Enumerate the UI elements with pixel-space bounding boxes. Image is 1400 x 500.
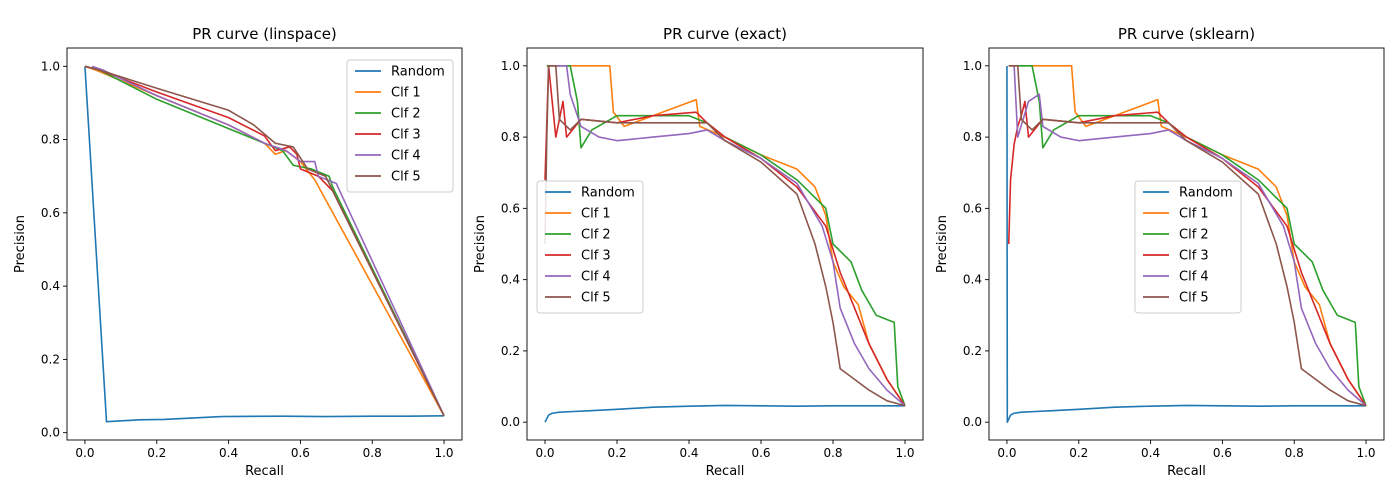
legend-entry: Clf 5 — [1179, 291, 1209, 306]
legend: Random Clf 1 Clf 2 Clf 3 Clf 4 Clf 5 — [346, 59, 454, 193]
chart-title: PR curve (exact) — [663, 25, 787, 43]
y-tick-label: 0.4 — [41, 279, 60, 293]
x-tick-label: 0.2 — [1069, 446, 1088, 460]
y-tick-label: 0.0 — [963, 415, 982, 429]
series-line-random — [84, 66, 445, 423]
plot-frame — [988, 47, 1385, 441]
series-line-random — [544, 404, 905, 423]
x-tick-label: 0.6 — [1213, 446, 1232, 460]
chart-panel-3: PR curve (sklearn) 0.0 0.2 0.4 0.6 0.8 1.0 0.0 0… — [935, 25, 1385, 479]
legend-entry: Random — [391, 65, 445, 80]
legend-box — [346, 59, 454, 193]
legend-entry: Clf 5 — [391, 170, 421, 185]
y-axis-label: Precision — [13, 215, 28, 273]
series-line-clf-3 — [1007, 100, 1367, 407]
x-tick-label: 1.0 — [1356, 446, 1375, 460]
y-tick-label: 0.4 — [501, 273, 520, 287]
chart-title: PR curve (sklearn) — [1118, 25, 1255, 43]
y-tick-label: 1.0 — [963, 59, 982, 73]
x-tick-label: 0.4 — [219, 446, 238, 460]
y-tick-label: 0.0 — [501, 415, 520, 429]
legend-entry: Clf 1 — [1179, 207, 1209, 222]
chart-panel-2: PR curve (exact) 0.0 0.2 0.4 0.6 0.8 1.0 0.0 0.2… — [473, 25, 924, 479]
series-line-clf-5 — [84, 65, 445, 417]
x-tick-label: 0.2 — [147, 446, 166, 460]
legend: Random Clf 1 Clf 2 Clf 3 Clf 4 Clf 5 — [1134, 180, 1242, 314]
x-tick-label: 0.8 — [363, 446, 382, 460]
legend-entry: Clf 3 — [581, 249, 611, 264]
series-line-clf-5 — [1008, 65, 1367, 407]
series-line-random — [1006, 65, 1367, 423]
series-line-clf-4 — [91, 65, 445, 417]
x-tick-label: 1.0 — [434, 446, 453, 460]
y-tick-label: 0.6 — [501, 201, 520, 215]
legend-entry: Clf 4 — [1179, 270, 1209, 285]
legend-entry: Clf 4 — [391, 149, 421, 164]
x-tick-label: 0.0 — [535, 446, 554, 460]
y-tick-label: 0.2 — [501, 344, 520, 358]
x-axis-label: Recall — [1167, 464, 1206, 479]
legend-entry: Clf 3 — [391, 128, 421, 143]
legend-entry: Clf 5 — [581, 291, 611, 306]
legend-entry: Clf 2 — [391, 107, 421, 122]
legend-entry: Clf 4 — [581, 270, 611, 285]
x-axis-label: Recall — [706, 464, 745, 479]
series-line-clf-4 — [1013, 65, 1367, 407]
y-tick-label: 0.6 — [963, 201, 982, 215]
x-tick-label: 0.0 — [997, 446, 1016, 460]
y-tick-label: 0.8 — [501, 130, 520, 144]
x-axis-label: Recall — [245, 464, 284, 479]
plot-frame — [66, 47, 463, 441]
x-tick-label: 0.6 — [291, 446, 310, 460]
legend-box — [536, 180, 644, 314]
legend-entry: Clf 2 — [1179, 228, 1209, 243]
legend-entry: Clf 3 — [1179, 249, 1209, 264]
y-tick-label: 0.0 — [41, 426, 60, 440]
y-tick-label: 1.0 — [501, 59, 520, 73]
y-axis-label: Precision — [473, 215, 488, 273]
plot-frame — [526, 47, 924, 441]
y-tick-label: 0.2 — [963, 344, 982, 358]
y-tick-label: 0.8 — [963, 130, 982, 144]
x-tick-label: 0.8 — [1285, 446, 1304, 460]
y-tick-label: 1.0 — [41, 59, 60, 73]
x-tick-label: 1.0 — [895, 446, 914, 460]
y-tick-label: 0.2 — [41, 352, 60, 366]
y-tick-label: 0.6 — [41, 206, 60, 220]
x-tick-label: 0.8 — [823, 446, 842, 460]
legend-entry: Clf 2 — [581, 228, 611, 243]
legend: Random Clf 1 Clf 2 Clf 3 Clf 4 Clf 5 — [536, 180, 644, 314]
legend-entry: Random — [581, 186, 635, 201]
series-line-clf-2 — [1008, 65, 1367, 407]
y-axis-label: Precision — [935, 215, 950, 273]
x-tick-label: 0.2 — [607, 446, 626, 460]
legend-box — [1134, 180, 1242, 314]
legend-entry: Random — [1179, 186, 1233, 201]
chart-panel-1: PR curve (linspace) 0.0 0.2 0.4 0.6 0.8 1.0 0.0… — [13, 25, 463, 479]
x-tick-label: 0.4 — [1141, 446, 1160, 460]
chart-title: PR curve (linspace) — [192, 25, 337, 43]
series-line-clf-5 — [544, 65, 906, 407]
x-tick-label: 0.0 — [75, 446, 94, 460]
legend-entry: Clf 1 — [391, 86, 421, 101]
x-tick-label: 0.4 — [679, 446, 698, 460]
charts-container: PR curve (linspace) 0.0 0.2 0.4 0.6 0.8 1.0 0.0… — [13, 25, 1385, 479]
series-line-clf-2 — [546, 65, 906, 407]
series-line-clf-1 — [84, 65, 445, 417]
x-tick-label: 0.6 — [751, 446, 770, 460]
series-line-clf-2 — [84, 65, 445, 417]
y-tick-label: 0.4 — [963, 273, 982, 287]
y-tick-label: 0.8 — [41, 133, 60, 147]
legend-entry: Clf 1 — [581, 207, 611, 222]
